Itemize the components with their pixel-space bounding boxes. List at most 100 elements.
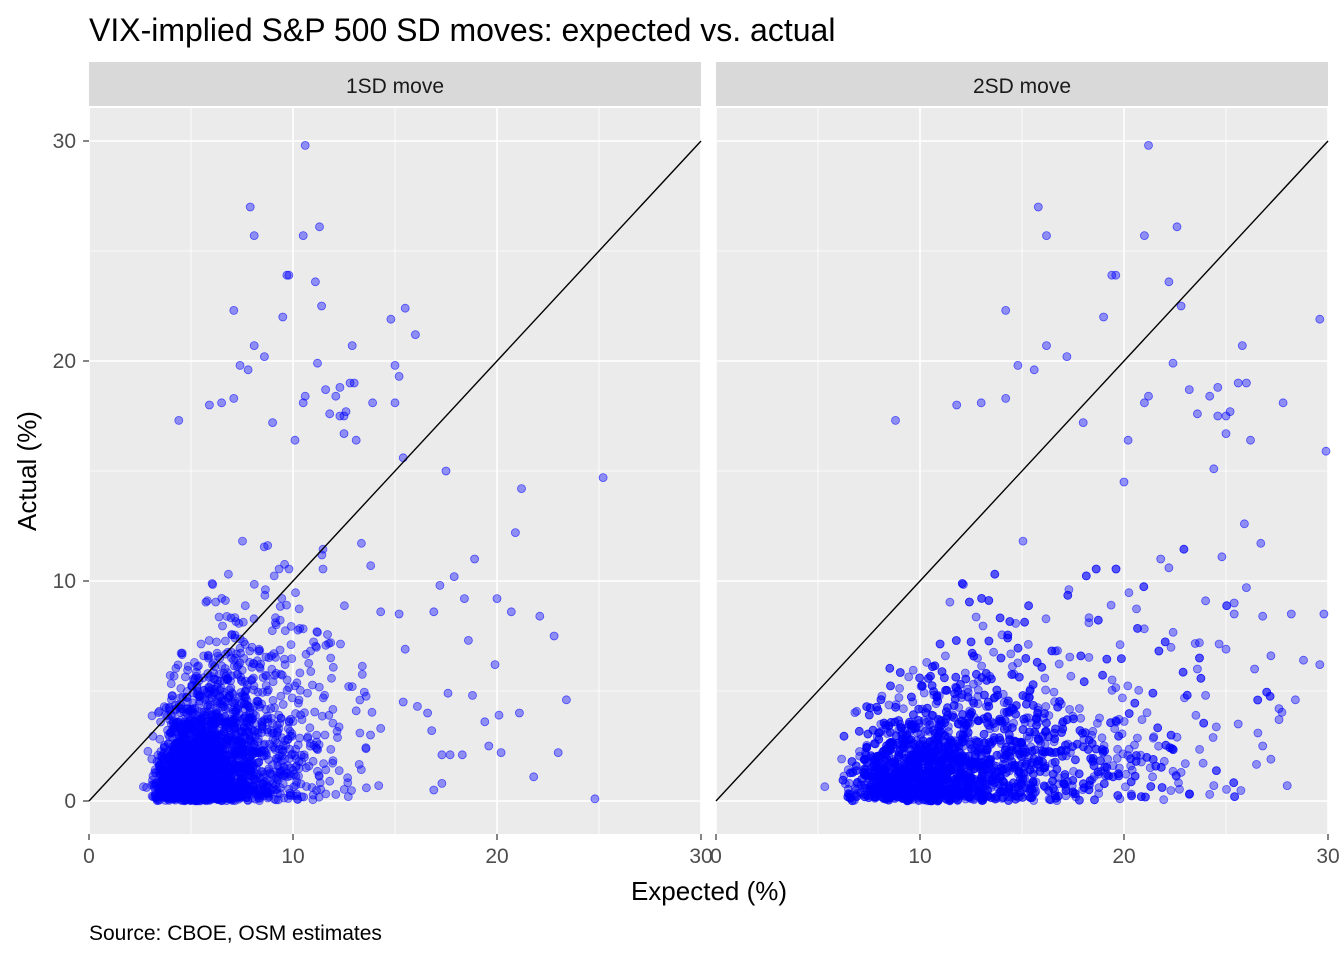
data-point — [229, 305, 239, 315]
data-point — [298, 624, 308, 634]
data-point — [305, 723, 315, 733]
data-point — [1058, 724, 1068, 734]
data-point — [1081, 571, 1091, 581]
data-point — [255, 646, 265, 655]
data-point — [1137, 715, 1147, 724]
data-point — [598, 473, 608, 483]
data-point — [201, 736, 211, 746]
data-point — [187, 704, 197, 714]
data-point — [1093, 615, 1103, 625]
data-point — [390, 398, 400, 408]
data-point — [310, 277, 320, 287]
data-point — [326, 638, 336, 648]
data-point — [244, 777, 254, 787]
data-point — [292, 789, 302, 799]
data-point — [852, 706, 862, 716]
data-point — [990, 569, 1000, 579]
data-point — [1061, 786, 1071, 795]
data-point — [217, 398, 227, 408]
data-point — [895, 684, 904, 693]
data-point — [230, 723, 240, 733]
data-point — [262, 781, 272, 791]
data-point — [1026, 793, 1035, 803]
data-point — [1153, 723, 1163, 733]
data-point — [334, 766, 344, 775]
data-point — [347, 786, 356, 795]
data-point — [323, 630, 332, 639]
data-point — [412, 702, 422, 711]
data-point — [1097, 733, 1107, 743]
data-point — [167, 691, 177, 701]
data-point — [174, 415, 184, 425]
data-point — [1053, 702, 1063, 712]
panel-1sd: 1SD move 0 10 20 30 — [83, 62, 713, 868]
data-point — [969, 698, 979, 708]
data-point — [553, 748, 563, 757]
data-point — [205, 764, 215, 774]
data-point — [301, 782, 311, 791]
data-point — [285, 744, 295, 754]
data-point — [154, 706, 164, 716]
data-point — [206, 748, 216, 758]
data-point — [325, 776, 335, 786]
data-point — [324, 710, 334, 720]
data-point — [361, 783, 371, 793]
data-point — [356, 538, 366, 548]
data-point — [240, 731, 250, 741]
data-point — [394, 371, 404, 381]
data-point — [331, 790, 341, 799]
data-point — [211, 597, 221, 607]
data-point — [1139, 582, 1149, 592]
data-point — [1262, 687, 1272, 697]
data-point — [846, 768, 855, 778]
data-point — [907, 692, 916, 702]
data-point — [243, 365, 253, 375]
data-point — [262, 671, 271, 681]
data-point — [445, 750, 455, 760]
data-point — [1050, 757, 1060, 767]
data-point — [171, 663, 181, 673]
data-point — [459, 594, 469, 603]
data-point — [268, 677, 278, 687]
data-point — [904, 672, 914, 682]
data-point — [223, 569, 233, 579]
data-point — [179, 749, 189, 759]
data-point — [263, 685, 273, 695]
data-point — [188, 688, 198, 698]
data-point — [1041, 685, 1050, 695]
data-point — [217, 661, 227, 671]
data-point — [275, 718, 285, 728]
data-point — [312, 642, 321, 652]
data-point — [325, 409, 335, 419]
data-point — [267, 664, 277, 674]
data-point — [356, 765, 366, 774]
data-point — [155, 779, 165, 788]
data-point — [310, 707, 320, 717]
data-point — [287, 729, 297, 739]
data-point — [261, 748, 271, 757]
data-point — [282, 675, 292, 685]
strip-1sd — [89, 62, 701, 106]
data-point — [423, 708, 433, 718]
data-point — [1253, 695, 1263, 705]
data-point — [148, 731, 158, 741]
data-point — [1115, 640, 1125, 649]
data-point — [339, 429, 349, 439]
data-point — [314, 771, 324, 781]
data-point — [978, 621, 988, 631]
data-point — [1119, 717, 1129, 726]
data-point — [186, 723, 196, 732]
data-point — [390, 360, 400, 370]
data-point — [1212, 766, 1221, 775]
data-point — [326, 745, 336, 754]
data-point — [1148, 688, 1158, 698]
data-point — [357, 670, 367, 679]
chart-title: VIX-implied S&P 500 SD moves: expected v… — [89, 12, 835, 48]
data-point — [977, 661, 986, 671]
data-point — [1030, 745, 1040, 755]
data-point — [366, 730, 375, 740]
data-point — [1088, 726, 1098, 736]
data-point — [269, 571, 279, 581]
data-point — [315, 222, 324, 232]
